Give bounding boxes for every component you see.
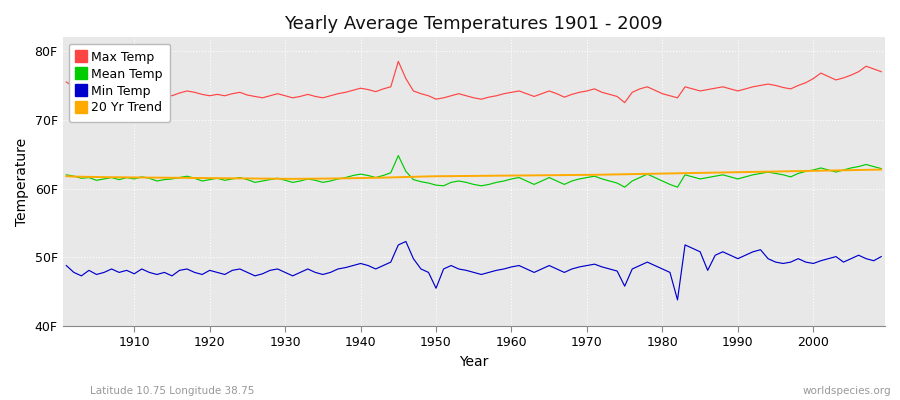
Text: Latitude 10.75 Longitude 38.75: Latitude 10.75 Longitude 38.75 <box>90 386 255 396</box>
Text: worldspecies.org: worldspecies.org <box>803 386 891 396</box>
X-axis label: Year: Year <box>459 355 489 369</box>
Title: Yearly Average Temperatures 1901 - 2009: Yearly Average Temperatures 1901 - 2009 <box>284 15 663 33</box>
Legend: Max Temp, Mean Temp, Min Temp, 20 Yr Trend: Max Temp, Mean Temp, Min Temp, 20 Yr Tre… <box>68 44 170 122</box>
Y-axis label: Temperature: Temperature <box>15 138 29 226</box>
